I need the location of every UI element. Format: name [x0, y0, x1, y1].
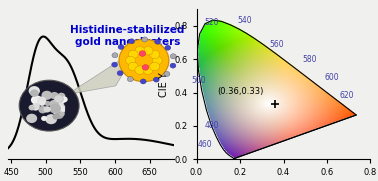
Circle shape: [164, 71, 170, 77]
Circle shape: [29, 86, 40, 96]
Circle shape: [39, 100, 45, 106]
Circle shape: [59, 111, 65, 116]
Circle shape: [31, 95, 42, 105]
Circle shape: [119, 39, 169, 82]
Circle shape: [143, 47, 153, 55]
Circle shape: [135, 66, 145, 74]
Text: 500: 500: [191, 76, 206, 85]
Circle shape: [170, 54, 176, 59]
Circle shape: [135, 47, 145, 55]
Text: 540: 540: [237, 16, 252, 25]
Text: Histidine-stabilized
gold nanoclusters: Histidine-stabilized gold nanoclusters: [70, 25, 184, 47]
Circle shape: [153, 77, 159, 82]
Circle shape: [32, 104, 39, 109]
Text: 520: 520: [204, 18, 219, 27]
Circle shape: [50, 102, 60, 111]
Polygon shape: [67, 49, 137, 94]
Circle shape: [155, 39, 161, 44]
Circle shape: [41, 116, 47, 121]
Circle shape: [54, 95, 63, 102]
Circle shape: [125, 56, 136, 65]
Circle shape: [129, 39, 135, 44]
Circle shape: [60, 96, 68, 102]
Circle shape: [50, 92, 59, 99]
Circle shape: [128, 62, 138, 71]
Circle shape: [53, 114, 59, 120]
Circle shape: [26, 114, 37, 123]
Circle shape: [19, 80, 79, 131]
Circle shape: [118, 44, 124, 50]
Circle shape: [55, 111, 64, 119]
Circle shape: [53, 102, 65, 113]
Circle shape: [165, 45, 171, 50]
Circle shape: [49, 100, 59, 108]
Circle shape: [45, 114, 57, 124]
Text: 620: 620: [339, 91, 354, 100]
Circle shape: [142, 65, 149, 70]
Text: (0.36,0.33): (0.36,0.33): [218, 87, 264, 96]
Text: 460: 460: [198, 140, 212, 149]
Circle shape: [127, 77, 133, 82]
Text: 480: 480: [204, 121, 219, 130]
Circle shape: [143, 66, 153, 74]
Circle shape: [31, 104, 40, 111]
Circle shape: [30, 89, 39, 97]
Text: 600: 600: [324, 73, 339, 82]
Text: 560: 560: [270, 40, 284, 49]
Circle shape: [142, 37, 148, 42]
Circle shape: [34, 103, 40, 108]
Circle shape: [139, 51, 146, 56]
Circle shape: [128, 50, 138, 59]
Text: 580: 580: [302, 55, 317, 64]
Circle shape: [150, 62, 160, 71]
Circle shape: [152, 56, 162, 65]
Circle shape: [112, 53, 118, 58]
Circle shape: [150, 50, 160, 59]
Circle shape: [38, 106, 47, 113]
Circle shape: [55, 95, 64, 103]
Circle shape: [57, 93, 65, 100]
Circle shape: [49, 104, 61, 113]
Circle shape: [52, 105, 65, 116]
Circle shape: [29, 105, 36, 110]
Circle shape: [170, 63, 176, 68]
Circle shape: [43, 106, 51, 113]
Circle shape: [37, 96, 46, 105]
Circle shape: [54, 96, 65, 105]
Y-axis label: CIE Y: CIE Y: [159, 72, 169, 96]
Circle shape: [42, 91, 52, 100]
Circle shape: [140, 79, 146, 84]
Circle shape: [117, 71, 123, 76]
Circle shape: [45, 101, 51, 106]
Circle shape: [112, 62, 118, 67]
